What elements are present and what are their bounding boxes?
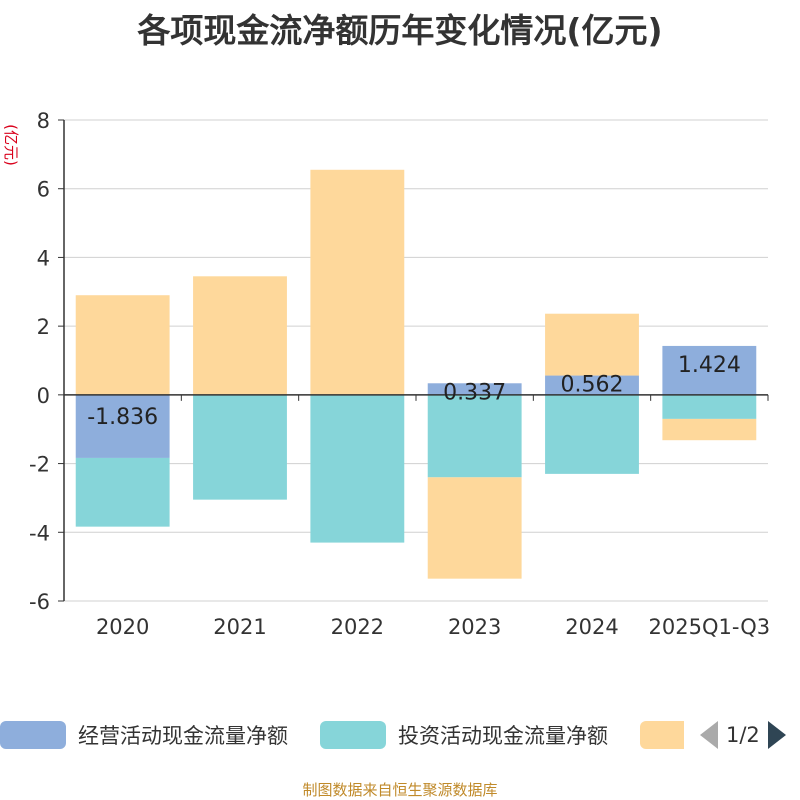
bar-investing [662,394,757,419]
data-labels-group: -1.836 0.337 0.562 1.424 [87,353,741,430]
bar-investing [75,457,170,527]
bar-financing [193,276,287,395]
y-tick-label: -4 [29,521,50,545]
legend-swatch-operating [0,721,66,749]
bar-operating [662,345,757,395]
data-label: 1.424 [678,353,741,378]
data-label: 0.562 [561,373,624,398]
legend-item-operating[interactable]: 经营活动现金流量净额 [0,718,288,752]
bar-investing [193,394,287,500]
bar-operating [545,375,639,395]
bar-investing [427,394,522,478]
x-tick-label: 2020 [96,615,149,639]
legend-item-investing[interactable]: 投资活动现金流量净额 [320,718,608,752]
x-tick-label: 2025Q1-Q3 [649,615,771,639]
bar-investing [310,394,405,543]
data-label: -1.836 [87,405,158,430]
bar-operating [75,394,170,458]
x-tick-label: 2021 [213,615,266,639]
data-label: 0.337 [443,380,506,405]
y-tick-label: 2 [37,315,50,339]
legend-swatch-financing [640,721,684,749]
bar-financing [662,418,757,441]
x-tick-label: 2023 [448,615,501,639]
legend-prev-page-icon[interactable] [700,721,718,749]
bar-financing [75,295,170,395]
legend-next-page-icon[interactable] [767,721,786,749]
legend-label-operating: 经营活动现金流量净额 [78,724,288,748]
bar-financing [310,169,405,395]
legend-page-indicator: 1/2 [726,723,760,747]
legend-pager: 1/2 [700,718,786,752]
source-note: 制图数据来自恒生聚源数据库 [302,781,498,799]
y-tick-label: 8 [37,109,50,133]
y-axis-label: (亿元) [2,124,20,166]
y-tick-label: 0 [37,384,50,408]
y-tick-label: 6 [37,178,50,202]
bar-investing [545,394,639,474]
bar-financing [427,477,522,579]
legend: 经营活动现金流量净额 投资活动现金流量净额 [0,718,800,752]
y-tick-label: 4 [37,246,50,270]
bars-group [75,169,757,579]
bar-operating [427,383,522,395]
legend-swatch-investing [320,721,386,749]
x-tick-label: 2022 [331,615,384,639]
y-tick-label: -2 [29,453,50,477]
legend-label-investing: 投资活动现金流量净额 [398,724,608,748]
y-tick-label: -6 [29,590,50,614]
axes-group: -6 -4 -2 0 2 4 6 8 2020 2021 2022 2023 2024 2025Q1-Q3 [29,109,770,639]
chart-title: 各项现金流净额历年变化情况(亿元) [137,11,663,50]
x-tick-label: 2024 [565,615,618,639]
legend-item-financing[interactable] [640,718,684,752]
bar-financing [545,313,639,376]
